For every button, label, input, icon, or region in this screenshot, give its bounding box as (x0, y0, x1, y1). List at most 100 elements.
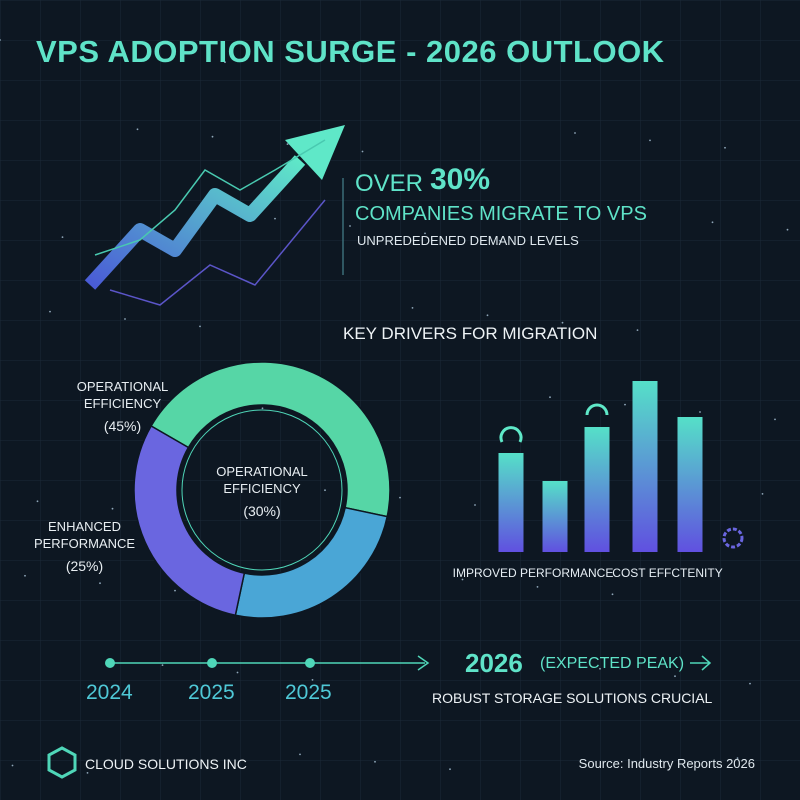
timeline-dot (305, 658, 315, 668)
timeline-caption: ROBUST STORAGE SOLUTIONS CRUCIAL (432, 690, 713, 706)
icon (585, 403, 609, 416)
star (724, 146, 726, 149)
star (749, 682, 751, 685)
star (424, 232, 426, 235)
star (774, 418, 776, 421)
star (224, 61, 226, 64)
star (236, 671, 239, 674)
donut-value-label: (30%) (243, 503, 281, 519)
star (286, 143, 289, 146)
bar (584, 427, 610, 552)
star (786, 228, 789, 231)
donut-segment (133, 424, 246, 617)
icon (722, 527, 744, 549)
x-tick-label: IMPROVED PERFORMANCE (452, 566, 614, 580)
bar (677, 417, 703, 552)
timeline-peak: 2026 (465, 648, 523, 678)
star (199, 325, 201, 328)
logo (47, 746, 77, 779)
trend-line (94, 139, 326, 256)
star (611, 593, 614, 596)
donut-segment (234, 506, 389, 619)
star (211, 135, 214, 138)
star (736, 757, 739, 759)
star (449, 768, 451, 771)
donut-label: ENHANCED PERFORMANCE (33, 519, 136, 551)
star (486, 314, 489, 317)
arrow-head (285, 125, 345, 180)
section-title: KEY DRIVERS FOR MIGRATION (343, 324, 598, 343)
star (149, 53, 151, 56)
star (111, 507, 114, 510)
star (74, 46, 76, 49)
icon (499, 426, 523, 443)
donut-value-label: (45%) (103, 418, 142, 434)
star (61, 236, 64, 239)
star (499, 239, 501, 242)
star (261, 407, 264, 410)
star (361, 150, 364, 153)
star (436, 42, 439, 45)
bar (542, 481, 568, 552)
donut-segment (150, 361, 391, 518)
trend-line (109, 199, 326, 306)
star (49, 310, 51, 313)
headline-figure: 30% (430, 163, 491, 196)
star (86, 772, 89, 774)
star (586, 57, 589, 60)
star (711, 221, 714, 224)
star (474, 504, 476, 506)
star (511, 50, 514, 52)
star (299, 753, 301, 756)
star (674, 675, 676, 678)
title: VPS ADOPTION SURGE - 2026 OUTLOOK (36, 34, 665, 69)
timeline-dot (207, 658, 217, 668)
star (636, 329, 639, 331)
timeline-peak-note: (EXPECTED PEAK) (540, 655, 685, 672)
inner-ring (181, 409, 343, 571)
star (11, 764, 14, 767)
trend-arrow (84, 155, 306, 290)
star (761, 493, 764, 495)
donut-value-label: (25%) (65, 558, 104, 574)
source: Source: Industry Reports 2026 (578, 756, 755, 771)
bar (632, 381, 658, 552)
star (174, 589, 176, 592)
x-tick-label: COST EFFCTENITY (612, 566, 723, 580)
timeline-year: 2025 (285, 681, 332, 704)
bar (498, 453, 524, 552)
star (536, 586, 539, 588)
company: CLOUD SOLUTIONS INC (85, 756, 247, 772)
timeline-arrow (690, 655, 712, 671)
star (461, 578, 464, 581)
star (374, 760, 376, 763)
star (324, 489, 326, 492)
star (561, 321, 564, 324)
star (399, 496, 401, 499)
star (411, 307, 414, 309)
star (36, 500, 39, 503)
star (311, 679, 314, 681)
donut-label: OPERATIONAL EFFICIENCY (216, 464, 308, 496)
star (274, 217, 276, 220)
star (349, 225, 351, 227)
headline-subtext: UNPREDEDENED DEMAND LEVELS (357, 233, 579, 248)
star (699, 411, 701, 413)
star (24, 574, 26, 577)
star (549, 396, 551, 399)
star (599, 667, 601, 670)
star (624, 403, 626, 406)
timeline-year: 2024 (86, 681, 133, 704)
star (0, 39, 1, 41)
star (574, 132, 576, 134)
timeline-year: 2025 (188, 681, 235, 704)
timeline-dot (105, 658, 115, 668)
headline-prefix: OVER (355, 170, 424, 197)
star (99, 582, 101, 585)
headline-text: COMPANIES MIGRATE TO VPS (355, 203, 647, 225)
timeline-arrow (417, 655, 430, 671)
star (136, 128, 139, 131)
